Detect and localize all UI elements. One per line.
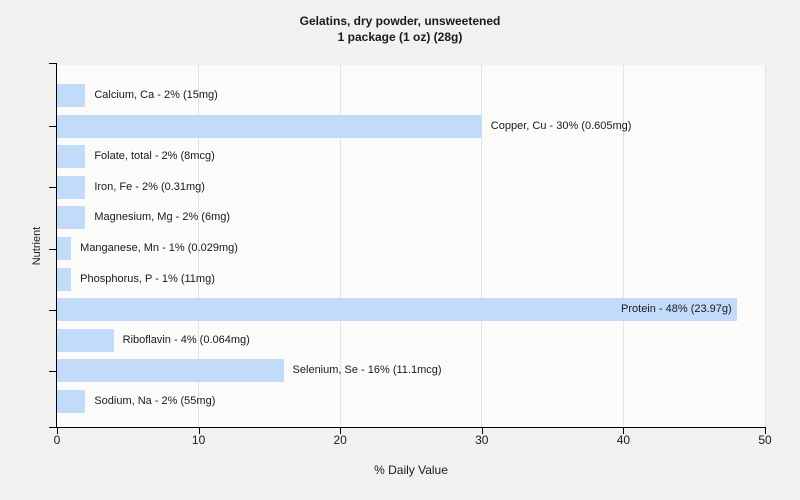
y-axis-tick: [49, 310, 56, 311]
bar-row: Magnesium, Mg - 2% (6mg): [57, 206, 765, 230]
bar-label: Manganese, Mn - 1% (0.029mg): [80, 242, 238, 254]
gridline-30: [481, 65, 483, 427]
bar-row: Iron, Fe - 2% (0.31mg): [57, 175, 765, 199]
x-axis-tick: [57, 428, 58, 434]
x-tick-label: 50: [758, 433, 772, 447]
bar-magnesium-mg: [57, 206, 86, 230]
y-axis-line: [56, 63, 57, 427]
gridline-50: [764, 65, 766, 427]
bar-calcium-ca: [57, 84, 86, 107]
bar-manganese-mn: [57, 237, 72, 260]
bar-label: Sodium, Na - 2% (55mg): [94, 395, 216, 407]
y-axis-tick: [49, 63, 56, 64]
x-axis-tick: [340, 428, 342, 434]
y-axis-label: Nutrient: [31, 226, 43, 266]
bar-row: Copper, Cu - 30% (0.605mg): [57, 114, 765, 138]
bar-row: Manganese, Mn - 1% (0.029mg): [57, 237, 765, 260]
bar-row: Phosphorus, P - 1% (11mg): [57, 267, 765, 291]
x-axis-tick: [481, 428, 483, 434]
bar-label: Iron, Fe - 2% (0.31mg): [94, 180, 205, 193]
x-tick-label: 0: [53, 433, 61, 447]
bar-iron-fe: [57, 175, 86, 199]
y-axis-tick: [49, 371, 56, 372]
bar-copper-cu: [57, 114, 482, 138]
bar-label: Riboflavin - 4% (0.064mg): [122, 333, 250, 346]
x-tick-label: 20: [333, 433, 347, 447]
x-axis-label: % Daily Value: [374, 463, 448, 477]
bar-label: Folate, total - 2% (8mcg): [94, 150, 215, 163]
bar-label: Phosphorus, P - 1% (11mg): [80, 272, 215, 285]
bar-riboflavin: [57, 328, 114, 352]
bar-row: Selenium, Se - 16% (11.1mcg): [57, 359, 765, 383]
x-tick-label: 40: [616, 433, 631, 447]
x-axis-tick: [623, 428, 625, 434]
bar-label: Selenium, Se - 16% (11.1mcg): [292, 364, 442, 377]
y-axis-tick: [49, 126, 56, 127]
x-axis-tick: [198, 428, 200, 434]
x-axis-tick: [765, 428, 766, 434]
bar-sodium-na: [57, 390, 86, 413]
bar-selenium-se: [57, 359, 284, 383]
bar-protein: [57, 298, 737, 322]
bar-label: Calcium, Ca - 2% (15mg): [94, 89, 218, 101]
bar-label: Magnesium, Mg - 2% (6mg): [94, 211, 231, 224]
gridline-40: [622, 65, 624, 427]
gridline-10: [198, 65, 200, 427]
y-axis-tick: [49, 249, 56, 250]
x-axis-line: [49, 427, 766, 428]
y-axis-tick: [49, 187, 56, 188]
chart-title: Gelatins, dry powder, unsweetened: [299, 14, 501, 28]
chart-subtitle: 1 package (1 oz) (28g): [337, 30, 463, 44]
bar-row: Calcium, Ca - 2% (15mg): [57, 84, 765, 107]
bar-row: Riboflavin - 4% (0.064mg): [57, 328, 765, 352]
bar-row: Protein - 48% (23.97g): [57, 298, 765, 322]
bar-folate-total: [57, 145, 86, 169]
bar-label: Copper, Cu - 30% (0.605mg): [490, 119, 632, 132]
bar-label: Protein - 48% (23.97g): [621, 303, 732, 316]
x-tick-label: 30: [475, 433, 489, 447]
plot-area: Calcium, Ca - 2% (15mg) Copper, Cu - 30% …: [57, 65, 766, 427]
chart-title-block: Gelatins, dry powder, unsweetened 1 pack…: [0, 13, 800, 45]
gridline-20: [339, 65, 341, 427]
bar-phosphorus-p: [57, 267, 72, 291]
bar-row: Folate, total - 2% (8mcg): [57, 145, 765, 169]
x-tick-label: 10: [191, 433, 206, 447]
bar-row: Sodium, Na - 2% (55mg): [57, 390, 765, 413]
